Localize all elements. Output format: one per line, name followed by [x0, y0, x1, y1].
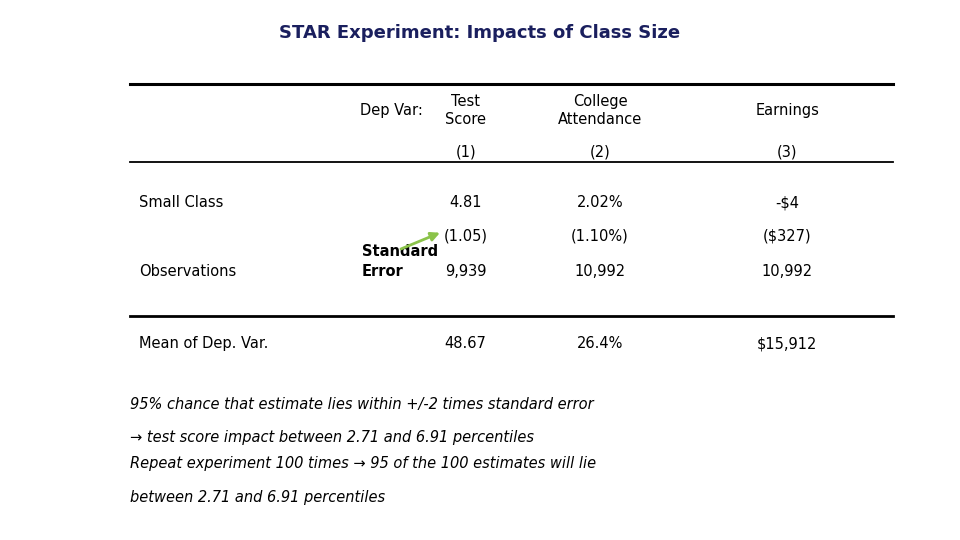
Text: 2.02%: 2.02%	[577, 195, 623, 210]
Text: Standard: Standard	[362, 244, 438, 259]
Text: 26.4%: 26.4%	[577, 336, 623, 352]
Text: Small Class: Small Class	[139, 195, 224, 210]
Text: Dep Var:: Dep Var:	[360, 103, 422, 118]
Text: Error: Error	[362, 264, 403, 279]
Text: (1): (1)	[455, 145, 476, 160]
Text: $15,912: $15,912	[757, 336, 817, 352]
Text: (1.10%): (1.10%)	[571, 228, 629, 244]
Text: College
Attendance: College Attendance	[558, 94, 642, 127]
Text: Observations: Observations	[139, 264, 236, 279]
Text: 10,992: 10,992	[761, 264, 813, 279]
Text: → test score impact between 2.71 and 6.91 percentiles: → test score impact between 2.71 and 6.9…	[130, 430, 534, 445]
Text: 48.67: 48.67	[444, 336, 487, 352]
Text: 95% chance that estimate lies within +/-2 times standard error: 95% chance that estimate lies within +/-…	[130, 397, 593, 412]
Text: Earnings: Earnings	[756, 103, 819, 118]
Text: 9,939: 9,939	[444, 264, 487, 279]
Text: (3): (3)	[777, 145, 798, 160]
Text: Repeat experiment 100 times → 95 of the 100 estimates will lie: Repeat experiment 100 times → 95 of the …	[130, 456, 596, 471]
Text: Mean of Dep. Var.: Mean of Dep. Var.	[139, 336, 269, 352]
Text: STAR Experiment: Impacts of Class Size: STAR Experiment: Impacts of Class Size	[279, 24, 681, 42]
Text: (2): (2)	[589, 145, 611, 160]
Text: ($327): ($327)	[763, 228, 811, 244]
Text: -$4: -$4	[775, 195, 799, 210]
Text: Test
Score: Test Score	[445, 94, 486, 127]
Text: 10,992: 10,992	[574, 264, 626, 279]
Text: 4.81: 4.81	[449, 195, 482, 210]
Text: (1.05): (1.05)	[444, 228, 488, 244]
Text: between 2.71 and 6.91 percentiles: between 2.71 and 6.91 percentiles	[130, 490, 385, 505]
